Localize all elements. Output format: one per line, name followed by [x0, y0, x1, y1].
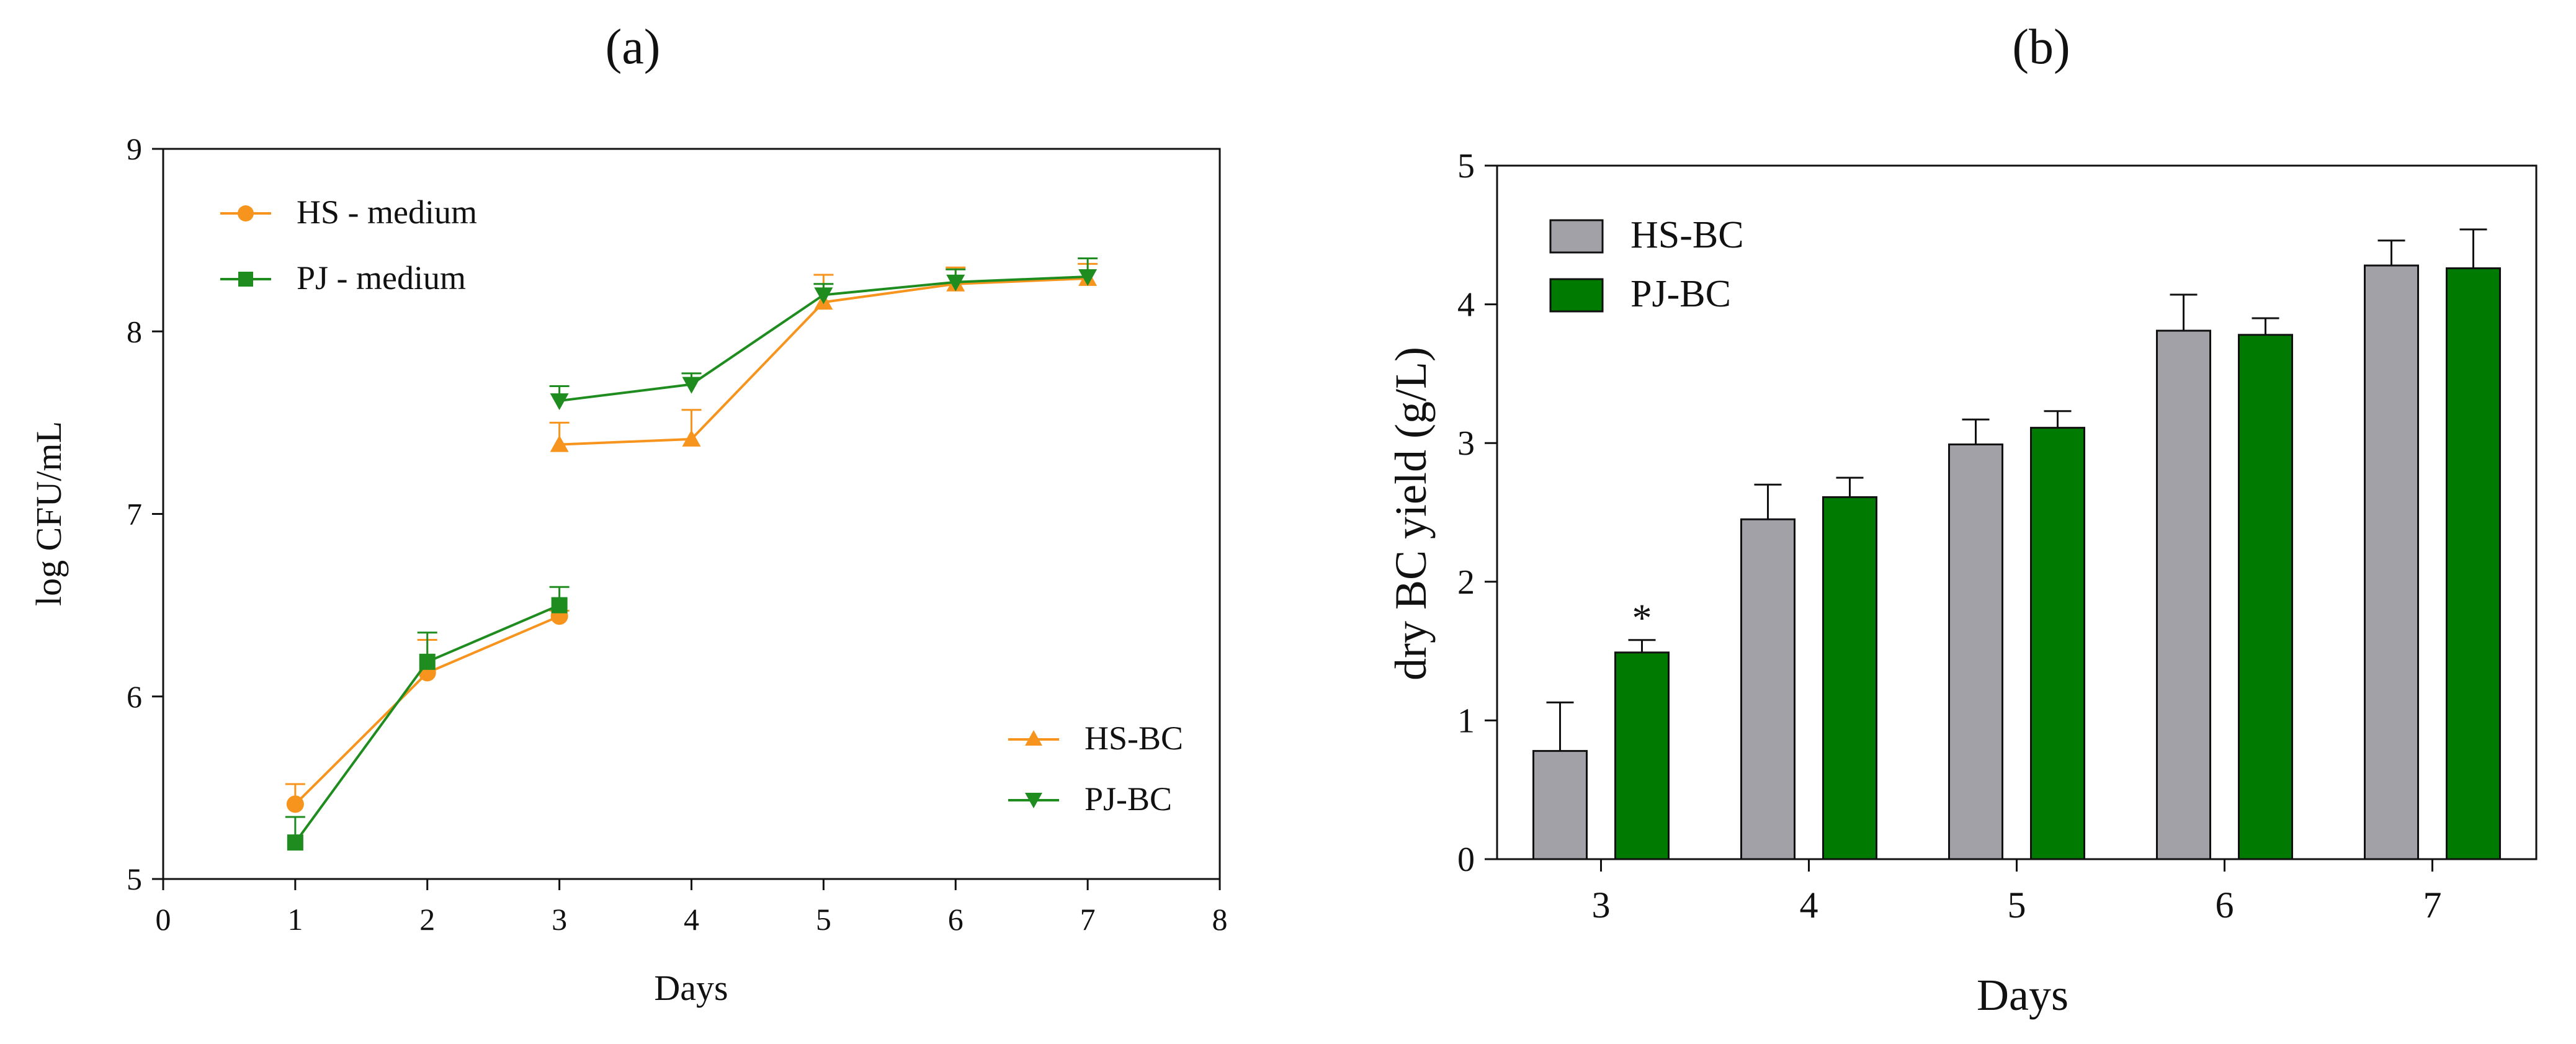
- hs-bc-bar-day-5: [1948, 443, 2003, 860]
- a-x-tick-label-7: 7: [1080, 902, 1096, 937]
- pj-bc-bar-day-4: [1822, 496, 1877, 860]
- b-x-tick-label-4: 4: [1800, 885, 1818, 926]
- b-y-tick-label-1: 1: [1457, 702, 1475, 740]
- panel-b-bars: [1532, 228, 2501, 860]
- pj-bc-bar-day-3: [1614, 651, 1670, 860]
- panel-b-significance-annotation: *: [1632, 596, 1652, 640]
- b-y-tick-label-5: 5: [1457, 147, 1475, 185]
- pj-bc-bar-day-7: [2446, 267, 2501, 860]
- hs-bc-point-day-3: [550, 435, 569, 452]
- b-x-tick-label-5: 5: [2008, 885, 2026, 926]
- hs-bc-bar-day-3: [1532, 750, 1588, 860]
- hs-bc-point-day-4: [682, 429, 701, 447]
- b-y-tick-label-2: 2: [1457, 563, 1475, 602]
- pj-medium-point-day-1: [287, 834, 303, 851]
- panel-b-title: (b): [2012, 20, 2070, 74]
- legend-hs-bc-label: HS-BC: [1630, 214, 1744, 256]
- panel-b-x-axis-label: Days: [1977, 970, 2068, 1020]
- panel-a-series: [285, 257, 1098, 851]
- b-x-tick-label-7: 7: [2423, 885, 2442, 926]
- panel-b-x-axis-ticks: 3 4 5 6 7: [1592, 859, 2442, 926]
- a-x-tick-label-1: 1: [287, 902, 303, 937]
- panel-a-legend-top: HS - medium PJ - medium: [220, 194, 477, 297]
- legend-hs-bc-swatch: [1549, 219, 1604, 254]
- legend-pj-bc-marker: [1025, 793, 1042, 808]
- legend-hs-bc-marker: [1025, 730, 1042, 746]
- legend-pj-medium-marker: [238, 272, 253, 287]
- series-pj-medium: [285, 586, 570, 851]
- pj-bc-point-day-5: [814, 287, 833, 305]
- panel-a-legend-bottom: HS-BC PJ-BC: [1008, 720, 1183, 818]
- pj-medium-point-day-2: [419, 653, 436, 670]
- legend-pj-bc-label: PJ-BC: [1630, 273, 1731, 315]
- b-y-tick-label-3: 3: [1457, 424, 1475, 463]
- a-x-tick-label-4: 4: [684, 902, 699, 937]
- a-y-tick-label-9: 9: [127, 132, 142, 166]
- pj-bc-bar-day-6: [2238, 334, 2293, 860]
- pj-bc-point-day-3: [550, 393, 569, 411]
- legend-hs-medium-marker: [238, 205, 254, 221]
- a-x-tick-label-5: 5: [816, 902, 831, 937]
- legend-pj-bc-label: PJ-BC: [1085, 780, 1172, 818]
- a-y-tick-label-7: 7: [127, 497, 142, 532]
- panel-a-title: (a): [606, 20, 661, 74]
- a-x-tick-label-6: 6: [948, 902, 964, 937]
- pj-bc-bar-day-5: [2030, 427, 2085, 860]
- a-x-tick-label-2: 2: [419, 902, 435, 937]
- legend-hs-medium-label: HS - medium: [297, 194, 477, 231]
- panel-b-y-axis-label: dry BC yield (g/L): [1386, 347, 1436, 680]
- pj-bc-point-day-7: [1078, 269, 1098, 286]
- pj-medium-point-day-3: [551, 597, 568, 613]
- panel-b-y-axis-ticks: 0 1 2 3 4 5: [1457, 147, 1497, 879]
- b-y-tick-label-4: 4: [1457, 286, 1475, 324]
- panel-a-y-axis-label: log CFU/mL: [29, 421, 69, 606]
- panel-a-line-chart: (a) 0 1 2 3 4 5 6 7 8 5 6 7 8 9 Days log CFU/mL HS -…: [29, 20, 1228, 1008]
- panel-a-y-axis-ticks: 5 6 7 8 9: [127, 132, 163, 896]
- legend-pj-medium-label: PJ - medium: [297, 259, 466, 297]
- hs-bc-bar-day-7: [2364, 264, 2419, 860]
- a-x-tick-label-0: 0: [156, 902, 171, 937]
- pj-bc-point-day-4: [682, 377, 701, 394]
- legend-hs-bc-label: HS-BC: [1085, 720, 1183, 757]
- series-pj-bc: [549, 257, 1098, 411]
- hs-bc-bar-day-4: [1740, 518, 1796, 860]
- panel-b-bar-chart: (b) 0 1 2 3 4 5 3 4 5 6 7 * Days dry BC yield (g/…: [1386, 20, 2538, 1020]
- panel-a-x-axis-label: Days: [654, 968, 728, 1008]
- panel-a-x-axis-ticks: 0 1 2 3 4 5 6 7 8: [156, 879, 1228, 937]
- hs-bc-bar-day-6: [2156, 329, 2211, 860]
- b-x-tick-label-6: 6: [2216, 885, 2234, 926]
- a-y-tick-label-6: 6: [127, 679, 142, 714]
- a-y-tick-label-8: 8: [127, 314, 142, 349]
- b-y-tick-label-0: 0: [1457, 841, 1475, 879]
- pj-bc-point-day-6: [946, 274, 965, 292]
- legend-pj-bc-swatch: [1549, 278, 1604, 313]
- a-y-tick-label-5: 5: [127, 862, 142, 896]
- b-x-tick-label-3: 3: [1592, 885, 1611, 926]
- a-x-tick-label-3: 3: [552, 902, 567, 937]
- a-x-tick-label-8: 8: [1212, 902, 1228, 937]
- panel-b-legend: HS-BC PJ-BC: [1549, 214, 1744, 315]
- hs-medium-point-day-1: [286, 795, 304, 813]
